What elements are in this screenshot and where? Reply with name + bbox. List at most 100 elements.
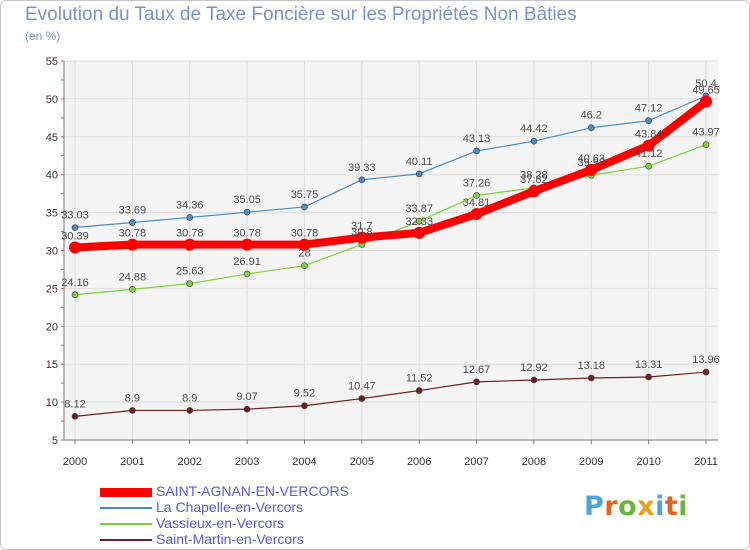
data-point bbox=[186, 407, 194, 414]
logo-letter: i bbox=[678, 491, 689, 522]
data-point bbox=[413, 226, 426, 239]
chart-subtitle: (en %) bbox=[25, 29, 61, 43]
data-label: 11.52 bbox=[406, 373, 433, 385]
data-point bbox=[702, 141, 710, 148]
data-point bbox=[527, 185, 540, 198]
data-point bbox=[186, 214, 194, 221]
data-label: 40.63 bbox=[578, 153, 606, 165]
data-label: 32.33 bbox=[405, 216, 433, 228]
legend-swatch bbox=[100, 539, 152, 541]
logo-letter: i bbox=[655, 491, 665, 522]
data-label: 31.7 bbox=[351, 221, 372, 233]
data-point bbox=[473, 147, 480, 155]
data-label: 35.05 bbox=[233, 194, 261, 206]
data-point bbox=[301, 262, 308, 269]
x-tick-label: 2007 bbox=[464, 456, 488, 468]
data-label: 12.67 bbox=[463, 364, 491, 376]
data-label: 30.78 bbox=[233, 228, 261, 240]
data-point bbox=[585, 163, 598, 176]
x-tick-label: 2011 bbox=[694, 456, 718, 468]
data-point bbox=[183, 238, 196, 251]
data-point bbox=[301, 203, 308, 211]
data-point bbox=[298, 238, 311, 251]
x-tick-label: 2000 bbox=[63, 456, 87, 468]
data-label: 33.03 bbox=[61, 210, 89, 222]
x-tick-label: 2005 bbox=[350, 456, 374, 468]
data-label: 39.93 bbox=[578, 157, 606, 169]
x-tick-label: 2004 bbox=[292, 456, 316, 468]
data-point bbox=[470, 208, 483, 221]
y-tick-label: 5 bbox=[52, 435, 58, 447]
data-point bbox=[642, 139, 655, 152]
chart-title: Evolution du Taux de Taxe Foncière sur l… bbox=[25, 4, 577, 25]
data-point bbox=[473, 378, 480, 386]
data-label: 34.81 bbox=[463, 197, 491, 209]
data-label: 8.9 bbox=[182, 392, 197, 404]
y-tick-label: 20 bbox=[46, 321, 58, 333]
series-line bbox=[74, 95, 707, 229]
data-label: 12.92 bbox=[520, 362, 548, 374]
data-label: 24.16 bbox=[61, 277, 89, 289]
data-point bbox=[126, 238, 139, 251]
data-point bbox=[587, 374, 595, 382]
data-label: 49.65 bbox=[692, 85, 720, 97]
data-label: 30.78 bbox=[176, 228, 204, 240]
data-label: 13.18 bbox=[578, 360, 606, 372]
data-point bbox=[186, 280, 194, 287]
data-point bbox=[645, 117, 652, 125]
data-label: 37.82 bbox=[520, 174, 548, 186]
data-label: 43.84 bbox=[635, 129, 663, 141]
y-tick-label: 15 bbox=[46, 359, 58, 371]
data-label: 9.52 bbox=[294, 388, 315, 400]
y-tick-label: 40 bbox=[46, 170, 58, 182]
data-point bbox=[71, 413, 79, 420]
data-point bbox=[415, 387, 423, 394]
y-tick-label: 25 bbox=[46, 283, 58, 295]
data-point bbox=[530, 376, 538, 384]
data-label: 13.31 bbox=[635, 359, 663, 371]
data-label: 8.12 bbox=[64, 398, 85, 410]
data-point bbox=[700, 95, 712, 108]
data-point bbox=[415, 170, 423, 178]
x-tick-label: 2003 bbox=[235, 456, 259, 468]
proxiti-logo: Proxiti bbox=[584, 491, 688, 522]
legend-swatch bbox=[100, 507, 152, 509]
data-point bbox=[69, 241, 81, 254]
data-point bbox=[243, 270, 251, 278]
data-label: 8.9 bbox=[125, 392, 140, 404]
data-label: 30.39 bbox=[61, 231, 89, 243]
data-label: 24.88 bbox=[119, 271, 147, 283]
data-point bbox=[473, 192, 480, 199]
data-label: 28 bbox=[298, 248, 310, 260]
data-label: 39.33 bbox=[348, 162, 376, 174]
legend-label: SAINT-AGNAN-EN-VERCORS bbox=[156, 483, 349, 499]
data-point bbox=[645, 162, 652, 170]
data-label: 26.91 bbox=[233, 256, 261, 268]
legend-label: Saint-Martin-en-Vercors bbox=[156, 531, 304, 547]
x-tick-label: 2008 bbox=[522, 456, 546, 468]
data-point bbox=[71, 291, 79, 299]
data-point bbox=[129, 286, 136, 293]
data-label: 30.78 bbox=[119, 228, 147, 240]
data-point bbox=[587, 124, 595, 132]
y-tick-label: 10 bbox=[46, 397, 58, 409]
logo-letter: t bbox=[664, 491, 679, 522]
x-tick-label: 2010 bbox=[636, 456, 660, 468]
data-point bbox=[301, 402, 308, 410]
data-label: 33.87 bbox=[405, 203, 433, 215]
data-label: 43.13 bbox=[463, 133, 491, 145]
legend-label: Vassieux-en-Vercors bbox=[156, 515, 285, 531]
data-label: 30.78 bbox=[291, 228, 319, 240]
legend-swatch bbox=[100, 488, 152, 497]
x-tick-label: 2002 bbox=[177, 456, 201, 468]
data-point bbox=[355, 231, 368, 244]
data-label: 43.97 bbox=[692, 127, 720, 139]
data-label: 47.12 bbox=[635, 103, 663, 115]
legend-label: La Chapelle-en-Vercors bbox=[156, 499, 304, 515]
y-tick-label: 55 bbox=[46, 56, 58, 68]
series-line bbox=[74, 371, 707, 417]
data-point bbox=[358, 395, 366, 402]
data-label: 38.28 bbox=[520, 170, 548, 182]
data-point bbox=[243, 208, 251, 216]
